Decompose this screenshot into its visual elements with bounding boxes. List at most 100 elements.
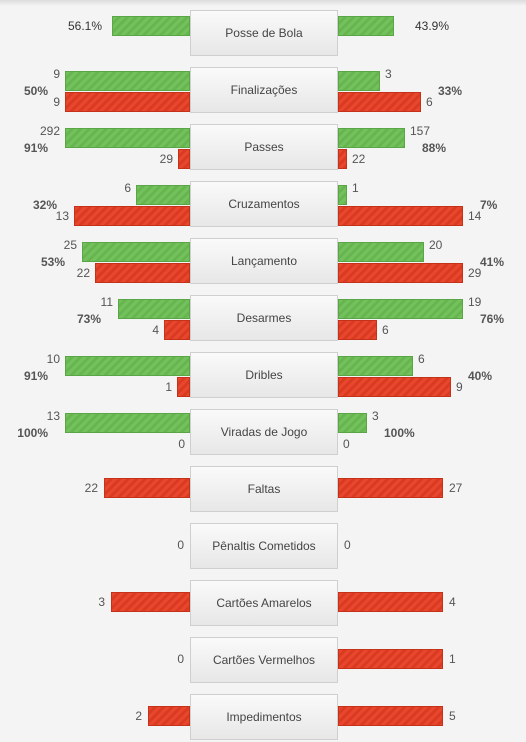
stat-row: Desarmes 11 4 19 6 73% 76% [0,295,526,343]
bar-left-success [65,356,190,376]
bar-right-count [338,706,443,726]
possession-left-value: 56.1% [67,19,102,33]
bar-right-success [338,299,463,319]
left-count: 22 [84,481,98,495]
stat-label: Posse de Bola [190,10,338,56]
right-count: 5 [449,709,456,723]
right-count: 1 [449,652,456,666]
right-success-count: 6 [418,352,425,366]
stat-row: Lançamento 25 22 20 29 53% 41% [0,238,526,286]
stat-label: Cartões Amarelos [190,580,338,626]
stat-row: Posse de Bola 56.1% 43.9% [0,10,526,58]
left-success-count: 13 [46,409,60,423]
right-failure-count: 9 [456,380,463,394]
right-success-count: 157 [410,124,431,138]
bar-right-count [338,592,443,612]
right-success-count: 20 [429,238,443,252]
right-count: 4 [449,595,456,609]
bar-right-success [338,71,380,91]
left-accuracy-pct: 91% [23,369,48,383]
bar-right-failure [338,149,347,169]
right-count: 27 [449,481,463,495]
right-failure-count: 22 [352,152,366,166]
top-shadow [0,0,526,6]
left-failure-count: 4 [152,323,159,337]
bar-right-failure [338,206,463,226]
left-failure-count: 29 [159,152,173,166]
right-success-count: 19 [468,295,482,309]
stat-label: Cruzamentos [190,181,338,227]
bar-left-failure [65,92,190,112]
bar-right-count [338,478,443,498]
bar-left-failure [178,149,190,169]
bar-left-count [111,592,190,612]
bar-right-failure [338,377,451,397]
stat-row: Faltas 22 27 [0,466,526,514]
left-failure-count: 9 [53,95,60,109]
right-success-count: 1 [352,181,359,195]
stat-label: Lançamento [190,238,338,284]
stat-row: Dribles 10 1 6 9 91% 40% [0,352,526,400]
left-failure-count: 22 [76,266,90,280]
stat-label: Dribles [190,352,338,398]
left-success-count: 11 [100,295,113,309]
left-success-count: 292 [39,124,60,138]
bar-left-failure [95,263,190,283]
bar-left-count [148,706,190,726]
bar-right-success [338,356,413,376]
left-accuracy-pct: 73% [76,312,101,326]
right-accuracy-pct: 33% [438,84,463,98]
stat-row: Viradas de Jogo 13 0 3 0 100% 100% [0,409,526,457]
stat-label: Finalizações [190,67,338,113]
left-accuracy-pct: 91% [23,141,48,155]
left-success-count: 10 [46,352,60,366]
right-count: 0 [344,538,351,552]
bar-left-count [104,478,190,498]
bar-left-failure [74,206,190,226]
right-accuracy-pct: 76% [480,312,505,326]
right-accuracy-pct: 88% [422,141,447,155]
right-failure-count: 14 [468,209,482,223]
left-count: 2 [135,709,142,723]
right-success-count: 3 [372,409,379,423]
left-success-count: 9 [53,67,60,81]
left-success-count: 25 [63,238,77,252]
bar-right-possession [338,16,394,36]
right-accuracy-pct: 41% [480,255,505,269]
bar-left-failure [177,377,190,397]
bar-left-success [65,71,190,91]
stat-label: Cartões Vermelhos [190,637,338,683]
left-success-count: 6 [124,181,131,195]
stat-row: Impedimentos 2 5 [0,694,526,742]
stat-label: Viradas de Jogo [190,409,338,455]
bar-right-success [338,128,405,148]
bar-left-success [82,242,190,262]
bar-right-failure [338,263,463,283]
stat-row: Pênaltis Cometidos 0 0 [0,523,526,571]
bar-right-count [338,649,443,669]
stat-row: Cruzamentos 6 13 1 14 32% 7% [0,181,526,229]
stat-row: Cartões Vermelhos 0 1 [0,637,526,685]
left-failure-count: 13 [55,209,69,223]
right-success-count: 3 [385,67,392,81]
bar-left-possession [112,16,190,36]
possession-right-value: 43.9% [415,19,450,33]
bar-right-success [338,413,367,433]
bar-left-success [118,299,190,319]
right-accuracy-pct: 7% [480,198,498,212]
right-accuracy-pct: 40% [468,369,493,383]
stat-label: Faltas [190,466,338,512]
left-count: 0 [177,652,184,666]
bar-right-success [338,242,424,262]
left-failure-count: 0 [178,437,185,451]
stat-row: Cartões Amarelos 3 4 [0,580,526,628]
right-failure-count: 29 [468,266,482,280]
right-failure-count: 0 [343,437,350,451]
stat-label: Passes [190,124,338,170]
stat-label: Impedimentos [190,694,338,740]
left-accuracy-pct: 50% [23,84,48,98]
right-failure-count: 6 [382,323,389,337]
left-accuracy-pct: 100% [17,426,48,440]
bar-left-success [65,413,190,433]
